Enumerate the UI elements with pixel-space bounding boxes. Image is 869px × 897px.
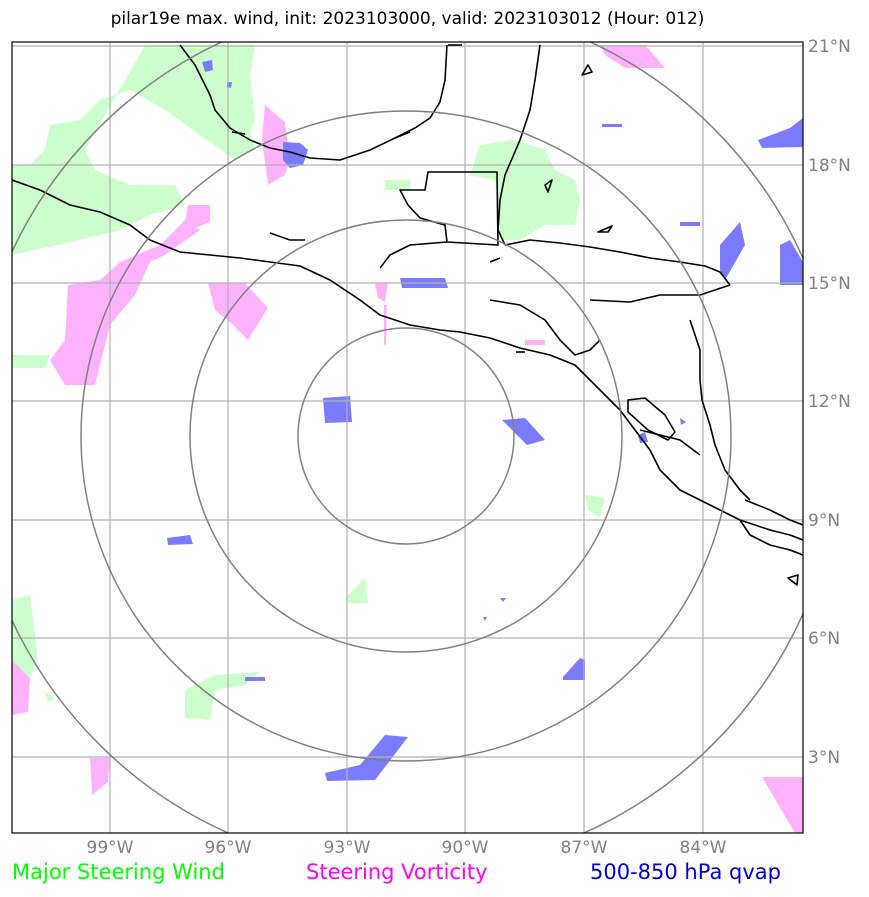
legend-steering-wind: Major Steering Wind [12,860,225,884]
range-ring-1 [297,327,515,545]
lat-tick-label: 12°N [808,392,851,412]
lon-tick-label: 87°W [561,838,608,858]
steering-vorticity-areas [12,45,803,833]
range-ring-3 [80,110,732,762]
lat-tick-label: 21°N [808,37,851,57]
legend-qvap: 500-850 hPa qvap [590,860,781,884]
legend-steering-vorticity: Steering Vorticity [306,860,488,884]
lon-tick-label: 90°W [442,838,489,858]
coastlines [12,44,803,586]
steering-wind-areas [12,45,605,720]
map-gridlines [12,42,803,833]
map-frame [11,41,804,834]
lat-tick-label: 9°N [808,511,840,531]
lon-tick-label: 84°W [680,838,727,858]
map-title: pilar19e max. wind, init: 2023103000, va… [110,9,705,29]
lat-tick-label: 18°N [808,156,851,176]
lon-tick-label: 96°W [205,838,252,858]
lon-tick-labels: 99°W 96°W 93°W 90°W 87°W 84°W [87,838,727,858]
lat-tick-label: 3°N [808,748,840,768]
lat-tick-label: 6°N [808,629,840,649]
range-ring-4 [12,42,803,833]
range-rings [12,42,803,833]
lon-tick-label: 93°W [324,838,371,858]
range-ring-2 [189,219,623,653]
lat-tick-labels: 21°N 18°N 15°N 12°N 9°N 6°N 3°N [808,37,851,768]
lon-tick-label: 99°W [87,838,134,858]
lat-tick-label: 15°N [808,274,851,294]
